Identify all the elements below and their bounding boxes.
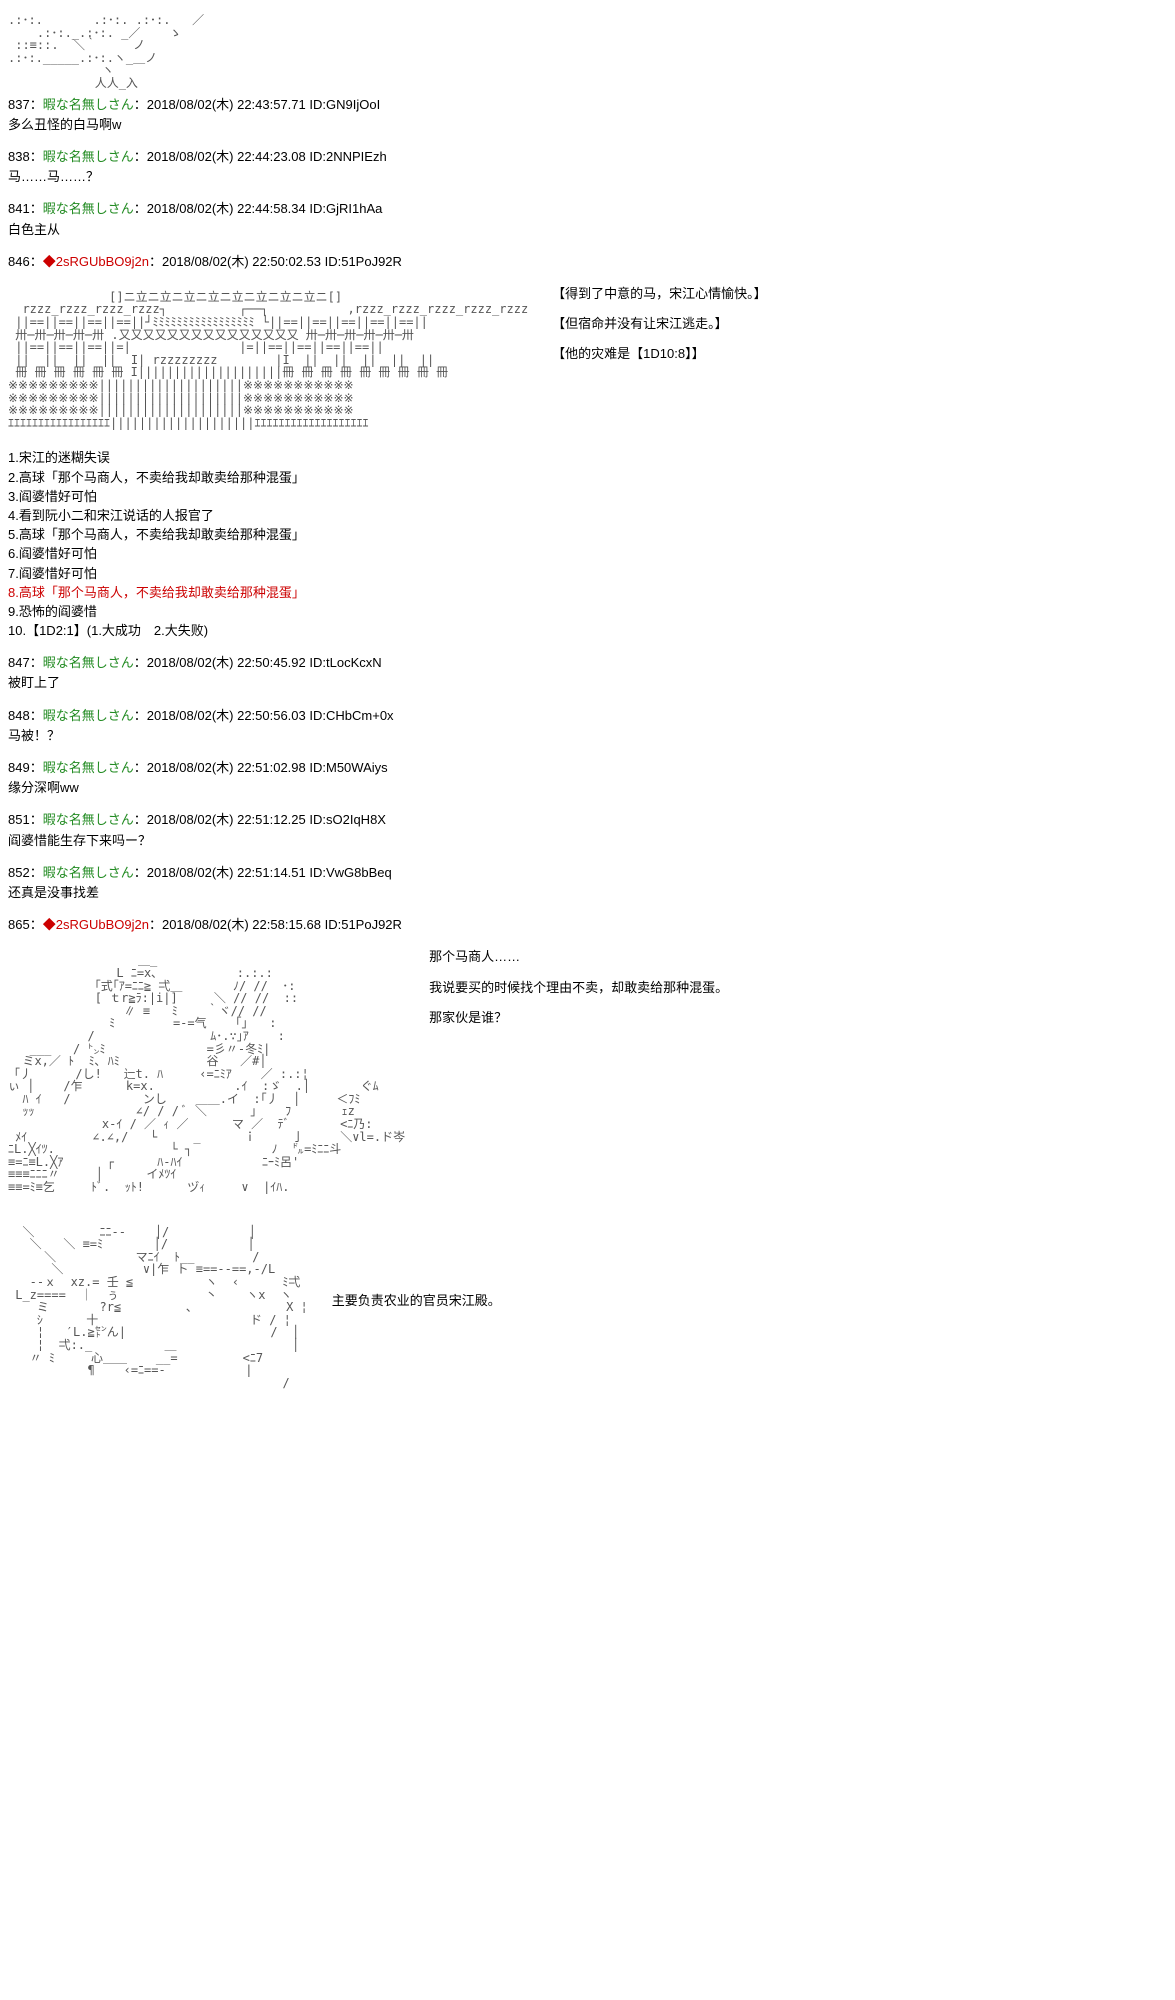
list-item: 10.【1D2:1】(1.大成功 2.大失败) (8, 622, 1167, 640)
post-id: ID:GN9IjOoI (309, 97, 380, 112)
poster-name: 暇な名無しさん (43, 655, 134, 670)
poster-name: 暇な名無しさん (43, 708, 134, 723)
list-item: 7.阎婆惜好可怕 (8, 565, 1167, 583)
ascii-art-bottom: ＼ ﾆﾆ-- │/ │ ＼ ＼ ≡=ﾐ │/ │ ＼ マﾆｲ ﾄ__ / ＼ ∨… (8, 1226, 308, 1390)
art-865-section: ＿_ L ﾆ=x､ :.:.: ｢式｢ｱ=ﾆﾆ≧ 弌＿ ﾉ/ // ･: [ ｔ… (8, 948, 1167, 1199)
post-id: ID:51PoJ92R (325, 254, 402, 269)
post: 848：暇な名無しさん：2018/08/02(木) 22:50:56.03 ID… (8, 707, 1167, 745)
post-date: 2018/08/02(木) 22:43:57.71 (147, 97, 306, 112)
post-number: 847 (8, 655, 30, 670)
poster-name: 暇な名無しさん (43, 865, 134, 880)
post-865: 865：◆2sRGUbBO9j2n：2018/08/02(木) 22:58:15… (8, 916, 1167, 934)
post-number: 849 (8, 760, 30, 775)
post-body: 马被！？ (8, 727, 1167, 745)
list-item-selected: 8.高球「那个马商人，不卖给我却敢卖给那种混蛋」 (8, 584, 1167, 602)
post-number: 848 (8, 708, 30, 723)
side-text-865: 那个马商人…… 我说要买的时候找个理由不卖，却敢卖给那种混蛋。 那家伙是谁？ (429, 948, 728, 1039)
post-date: 2018/08/02(木) 22:44:23.08 (147, 149, 306, 164)
ascii-art-top: .:･:. .:･:. .:･:. ／ .:･:._.:･:. _／ ゝ ::≡… (8, 14, 1167, 90)
post-header: 852：暇な名無しさん：2018/08/02(木) 22:51:14.51 ID… (8, 864, 1167, 882)
trip-diamond: ◆ (43, 254, 56, 269)
post-date: 2018/08/02(木) 22:58:15.68 (162, 917, 321, 932)
list-item: 5.高球「那个马商人，不卖给我却敢卖给那种混蛋」 (8, 526, 1167, 544)
post-body: 马……马……？ (8, 168, 1167, 186)
list-item: 2.高球「那个马商人，不卖给我却敢卖给那种混蛋」 (8, 469, 1167, 487)
post-body: 被盯上了 (8, 674, 1167, 692)
post-header: 851：暇な名無しさん：2018/08/02(木) 22:51:12.25 ID… (8, 811, 1167, 829)
list-item: 3.阎婆惜好可怕 (8, 488, 1167, 506)
post-date: 2018/08/02(木) 22:51:14.51 (147, 865, 306, 880)
post-id: ID:2NNPIEzh (309, 149, 386, 164)
ascii-art-865: ＿_ L ﾆ=x､ :.:.: ｢式｢ｱ=ﾆﾆ≧ 弌＿ ﾉ/ // ･: [ ｔ… (8, 954, 405, 1193)
post-header: 847：暇な名無しさん：2018/08/02(木) 22:50:45.92 ID… (8, 654, 1167, 672)
post-number: 837 (8, 97, 30, 112)
post-id: ID:GjRI1hAa (309, 201, 382, 216)
post-id: ID:M50WAiys (309, 760, 387, 775)
post-date: 2018/08/02(木) 22:44:58.34 (147, 201, 306, 216)
post-body: 白色主从 (8, 221, 1167, 239)
post-header: 848：暇な名無しさん：2018/08/02(木) 22:50:56.03 ID… (8, 707, 1167, 725)
dialogue-line: 那个马商人…… (429, 948, 728, 966)
ascii-art-building: []ニ立ニ立ニ立ニ立ニ立ニ立ニ立ニ立ニ[] rzzz_rzzz_rzzz_rzz… (8, 291, 528, 430)
post-header: 838：暇な名無しさん：2018/08/02(木) 22:44:23.08 ID… (8, 148, 1167, 166)
post-number: 852 (8, 865, 30, 880)
dialogue-line: 主要负责农业的官员宋江殿。 (332, 1292, 501, 1310)
post: 837：暇な名無しさん：2018/08/02(木) 22:43:57.71 ID… (8, 96, 1167, 134)
post-number: 865 (8, 917, 30, 932)
list-item: 1.宋江的迷糊失误 (8, 449, 1167, 467)
post-date: 2018/08/02(木) 22:50:02.53 (162, 254, 321, 269)
narration-line: 【得到了中意的马，宋江心情愉快。】 (552, 285, 767, 303)
list-item: 9.恐怖的阎婆惜 (8, 603, 1167, 621)
post-id: ID:tLocKcxN (309, 655, 381, 670)
post-number: 841 (8, 201, 30, 216)
outcome-list: 1.宋江的迷糊失误 2.高球「那个马商人，不卖给我却敢卖给那种混蛋」 3.阎婆惜… (8, 449, 1167, 640)
post-id: ID:51PoJ92R (325, 917, 402, 932)
post-header: 865：◆2sRGUbBO9j2n：2018/08/02(木) 22:58:15… (8, 916, 1167, 934)
trip-code: 2sRGUbBO9j2n (56, 254, 149, 269)
side-text-846: 【得到了中意的马，宋江心情愉快。】 【但宿命并没有让宋江逃走。】 【他的灾难是【… (552, 285, 767, 376)
post-body: 阎婆惜能生存下来吗ー？ (8, 832, 1167, 850)
post-number: 851 (8, 812, 30, 827)
post: 852：暇な名無しさん：2018/08/02(木) 22:51:14.51 ID… (8, 864, 1167, 902)
post: 851：暇な名無しさん：2018/08/02(木) 22:51:12.25 ID… (8, 811, 1167, 849)
narration-line: 【但宿命并没有让宋江逃走。】 (552, 315, 767, 333)
poster-name: 暇な名無しさん (43, 812, 134, 827)
post-846: 846：◆2sRGUbBO9j2n：2018/08/02(木) 22:50:02… (8, 253, 1167, 271)
dialogue-line: 我说要买的时候找个理由不卖，却敢卖给那种混蛋。 (429, 979, 728, 997)
trip-code: 2sRGUbBO9j2n (56, 917, 149, 932)
post: 847：暇な名無しさん：2018/08/02(木) 22:50:45.92 ID… (8, 654, 1167, 692)
post-id: ID:VwG8bBeq (309, 865, 391, 880)
trip-diamond: ◆ (43, 917, 56, 932)
post: 841：暇な名無しさん：2018/08/02(木) 22:44:58.34 ID… (8, 200, 1167, 238)
dialogue-line: 那家伙是谁？ (429, 1009, 728, 1027)
post-header: 841：暇な名無しさん：2018/08/02(木) 22:44:58.34 ID… (8, 200, 1167, 218)
poster-name: 暇な名無しさん (43, 760, 134, 775)
post: 849：暇な名無しさん：2018/08/02(木) 22:51:02.98 ID… (8, 759, 1167, 797)
post-date: 2018/08/02(木) 22:51:12.25 (147, 812, 306, 827)
post-body: 缘分深啊ww (8, 779, 1167, 797)
post: 838：暇な名無しさん：2018/08/02(木) 22:44:23.08 ID… (8, 148, 1167, 186)
post-number: 846 (8, 254, 30, 269)
post-id: ID:CHbCm+0x (309, 708, 393, 723)
poster-name: 暇な名無しさん (43, 97, 134, 112)
narration-line: 【他的灾难是【1D10:8】】 (552, 345, 767, 363)
post-date: 2018/08/02(木) 22:50:45.92 (147, 655, 306, 670)
post-header: 837：暇な名無しさん：2018/08/02(木) 22:43:57.71 ID… (8, 96, 1167, 114)
art-bottom-section: ＼ ﾆﾆ-- │/ │ ＼ ＼ ≡=ﾐ │/ │ ＼ マﾆｲ ﾄ__ / ＼ ∨… (8, 1220, 1167, 1396)
post-id: ID:sO2IqH8X (309, 812, 386, 827)
poster-name: 暇な名無しさん (43, 149, 134, 164)
post-date: 2018/08/02(木) 22:50:56.03 (147, 708, 306, 723)
post-header: 849：暇な名無しさん：2018/08/02(木) 22:51:02.98 ID… (8, 759, 1167, 777)
poster-name: 暇な名無しさん (43, 201, 134, 216)
list-item: 4.看到阮小二和宋江说话的人报官了 (8, 507, 1167, 525)
post-body: 还真是没事找差 (8, 884, 1167, 902)
post-number: 838 (8, 149, 30, 164)
post-body: 多么丑怪的白马啊w (8, 116, 1167, 134)
list-item: 6.阎婆惜好可怕 (8, 545, 1167, 563)
post-date: 2018/08/02(木) 22:51:02.98 (147, 760, 306, 775)
building-section: []ニ立ニ立ニ立ニ立ニ立ニ立ニ立ニ立ニ[] rzzz_rzzz_rzzz_rzz… (8, 285, 1167, 436)
post-header: 846：◆2sRGUbBO9j2n：2018/08/02(木) 22:50:02… (8, 253, 1167, 271)
side-text-bottom: 主要负责农业的官员宋江殿。 (332, 1292, 501, 1322)
